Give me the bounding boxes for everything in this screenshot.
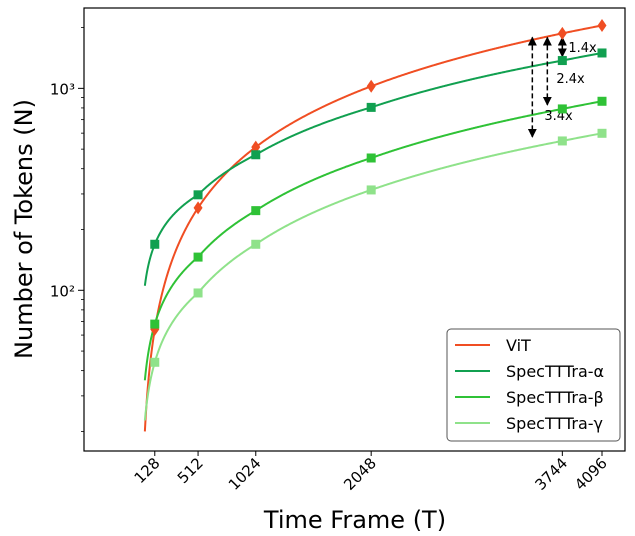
point-spectttra-2048	[366, 185, 376, 195]
legend-label-spectttra: SpecTTTra-β	[506, 388, 604, 407]
point-spectttra-1024	[251, 206, 261, 216]
x-tick-label-4096: 4096	[571, 454, 611, 494]
x-axis-title: Time Frame (T)	[263, 506, 446, 534]
point-spectttra-3744	[557, 136, 567, 146]
y-tick-label-1000: 10³	[50, 80, 75, 98]
x-axis: 128 512 1024 2048 3744 4096	[131, 451, 611, 494]
point-vit-2048	[366, 79, 376, 93]
y-axis-title: Number of Tokens (N)	[10, 99, 38, 359]
x-tick-label-128: 128	[131, 454, 164, 487]
point-spectttra-512	[193, 252, 203, 262]
point-spectttra-2048	[366, 153, 376, 163]
point-spectttra-2048	[366, 102, 376, 112]
legend-label-vit: ViT	[506, 336, 531, 355]
point-spectttra-128	[150, 357, 160, 367]
x-tick-label-512: 512	[174, 454, 207, 487]
legend: ViT SpecTTTra-α SpecTTTra-β SpecTTTra-γ	[446, 328, 621, 442]
point-spectttra-128	[150, 319, 160, 329]
annotation-2-4x: 2.4x	[556, 72, 585, 87]
x-tick-label-3744: 3744	[531, 454, 571, 494]
point-spectttra-128	[150, 239, 160, 249]
point-spectttra-4096	[597, 128, 607, 138]
annotation-1-4x: 1.4x	[568, 41, 597, 56]
legend-box	[446, 328, 621, 442]
point-spectttra-1024	[251, 150, 261, 160]
point-vit-3744	[557, 26, 567, 40]
data-markers	[150, 18, 607, 367]
point-spectttra-512	[193, 190, 203, 200]
y-axis: 10² 10³	[50, 27, 84, 432]
point-spectttra-1024	[251, 239, 261, 249]
point-vit-512	[193, 201, 203, 215]
point-spectttra-4096	[597, 96, 607, 106]
x-tick-label-1024: 1024	[225, 454, 265, 494]
y-tick-label-100: 10²	[50, 282, 75, 300]
point-vit-4096	[597, 18, 607, 32]
legend-label-spectttra: SpecTTTra-α	[506, 362, 604, 381]
x-tick-label-2048: 2048	[340, 454, 380, 494]
legend-label-spectttra: SpecTTTra-γ	[506, 414, 603, 433]
ratio-arrows: 1.4x2.4x3.4x	[527, 36, 597, 138]
point-spectttra-4096	[597, 48, 607, 58]
point-spectttra-3744	[557, 56, 567, 66]
point-spectttra-3744	[557, 104, 567, 114]
point-spectttra-512	[193, 288, 203, 298]
